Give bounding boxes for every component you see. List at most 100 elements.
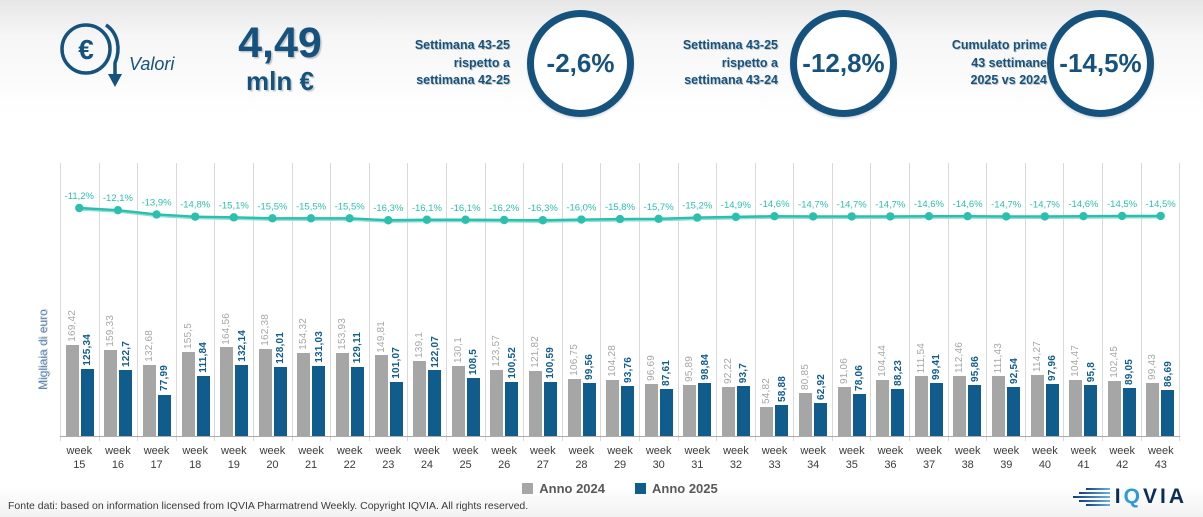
bar-value-2025: 108,5 bbox=[468, 348, 480, 375]
bar-value-2025: 97,96 bbox=[1047, 354, 1059, 381]
kpi-value: -14,5% bbox=[1059, 48, 1142, 78]
line-point bbox=[615, 214, 625, 224]
bar-value-2025: 131,03 bbox=[313, 330, 325, 363]
bar-2025 bbox=[1161, 389, 1175, 437]
bar-2024 bbox=[258, 348, 272, 437]
bar-value-2025: 128,01 bbox=[275, 332, 287, 365]
chart-column: 92,22 93,7 bbox=[717, 163, 756, 441]
x-axis-label: week 18 bbox=[182, 445, 209, 471]
bar-value-2025: 122,7 bbox=[120, 341, 132, 368]
bar-value-2024: 96,69 bbox=[645, 355, 657, 382]
kpi-label-line: rispetto a bbox=[721, 55, 778, 70]
bar-2024 bbox=[142, 364, 156, 437]
line-point bbox=[1002, 212, 1011, 221]
chart-column: 164,56 132,14 bbox=[215, 163, 254, 441]
bar-value-2025: 58,88 bbox=[776, 375, 788, 402]
bar-value-2024: 54,82 bbox=[761, 378, 773, 405]
line-point bbox=[808, 212, 818, 221]
bar-2025 bbox=[929, 382, 943, 437]
bar-2024 bbox=[297, 352, 311, 437]
x-axis-label: week 37 bbox=[916, 445, 942, 471]
line-value-label: -15,1% bbox=[219, 200, 250, 211]
bar-value-2025: 89,05 bbox=[1124, 359, 1136, 386]
bar-value-2025: 129,11 bbox=[352, 332, 364, 364]
total-value: 4,49 bbox=[238, 19, 322, 67]
chart-column: 54,82 58,88 bbox=[756, 163, 795, 441]
x-axis-label: week 15 bbox=[66, 445, 93, 471]
chart-column: 155,5 111,84 bbox=[177, 163, 216, 441]
kpi-value: -12,8% bbox=[802, 48, 885, 78]
x-axis-label: week 25 bbox=[452, 445, 479, 471]
bar-2024 bbox=[490, 369, 504, 437]
bar-2025 bbox=[659, 389, 673, 437]
line-value-label: -14,7% bbox=[837, 199, 868, 210]
legend-swatch-2024 bbox=[522, 483, 534, 494]
x-axis-label: week 33 bbox=[761, 445, 788, 471]
bar-2025 bbox=[775, 404, 789, 437]
x-axis-label: week 20 bbox=[259, 445, 286, 471]
bar-2024 bbox=[1069, 380, 1083, 437]
line-value-label: -15,5% bbox=[296, 201, 327, 212]
chart-column: 149,81 101,07 bbox=[370, 163, 409, 441]
line-value-label: -15,2% bbox=[682, 201, 713, 212]
line-point bbox=[229, 213, 238, 222]
x-axis-label: week 38 bbox=[954, 445, 981, 471]
line-value-label: -15,7% bbox=[644, 202, 675, 213]
line-point bbox=[422, 215, 432, 224]
plot-columns: 169,42 125,34 159,33 122,7 132,68 77,99 155,5 1… bbox=[60, 163, 1181, 441]
chart-legend: Anno 2024 Anno 2025 bbox=[60, 481, 1180, 496]
bar-value-2024: 123,57 bbox=[491, 334, 503, 367]
bar-value-2024: 112,46 bbox=[954, 341, 966, 373]
chart-column: 102,45 89,05 bbox=[1103, 163, 1142, 441]
line-point bbox=[847, 212, 856, 221]
chart-column: 80,85 62,92 bbox=[794, 163, 833, 441]
line-point bbox=[461, 215, 470, 224]
line-point bbox=[577, 215, 586, 224]
total-unit: mln € bbox=[246, 66, 314, 96]
line-point bbox=[268, 214, 277, 223]
x-axis-label: week 43 bbox=[1147, 445, 1174, 471]
line-value-label: -14,9% bbox=[721, 200, 752, 211]
bar-2025 bbox=[852, 394, 866, 437]
line-point bbox=[1040, 212, 1050, 221]
kpi-label-line: 43 settimane bbox=[971, 55, 1047, 70]
x-axis-label: week 23 bbox=[375, 445, 402, 471]
bar-2025 bbox=[428, 370, 442, 437]
bar-value-2024: 155,5 bbox=[182, 323, 194, 350]
bar-2025 bbox=[196, 376, 210, 437]
bar-value-2025: 77,99 bbox=[159, 365, 171, 392]
bar-2024 bbox=[1030, 374, 1044, 437]
bar-2024 bbox=[644, 384, 658, 437]
bar-value-2024: 164,56 bbox=[221, 312, 233, 345]
bar-2025 bbox=[1007, 386, 1021, 437]
x-axis-label: week 35 bbox=[838, 445, 865, 471]
legend-label-2024: Anno 2024 bbox=[539, 481, 605, 496]
bar-value-2024: 92,22 bbox=[722, 357, 734, 384]
bar-2025 bbox=[1084, 384, 1098, 437]
bar-2025 bbox=[698, 383, 712, 437]
bar-2024 bbox=[567, 378, 581, 437]
line-value-label: -14,5% bbox=[1107, 199, 1138, 210]
line-value-label: -14,7% bbox=[875, 199, 906, 210]
chart-column: 96,69 87,61 bbox=[640, 163, 679, 441]
bar-value-2025: 87,61 bbox=[661, 360, 673, 387]
bar-value-2025: 101,07 bbox=[391, 347, 403, 379]
x-axis-label: week 40 bbox=[1032, 445, 1058, 471]
bar-value-2025: 98,84 bbox=[699, 354, 711, 381]
bar-value-2025: 125,34 bbox=[82, 333, 94, 366]
chart-column: 139,1 122,07 bbox=[408, 163, 447, 441]
chart-column: 121,82 100,59 bbox=[524, 163, 563, 441]
chart-column: 123,57 100,52 bbox=[486, 163, 525, 441]
bar-value-2025: 95,86 bbox=[969, 355, 981, 382]
bar-value-2024: 111,43 bbox=[993, 342, 1005, 374]
x-axis-label: week 29 bbox=[607, 445, 633, 471]
bar-2024 bbox=[181, 352, 195, 437]
bar-value-2025: 132,14 bbox=[236, 330, 248, 362]
bar-2024 bbox=[683, 384, 697, 437]
line-point bbox=[499, 215, 509, 225]
x-axis-label: week 36 bbox=[877, 445, 904, 471]
bar-value-2024: 162,38 bbox=[259, 313, 271, 346]
x-axis-line bbox=[60, 436, 1180, 437]
line-value-label: -14,5% bbox=[1146, 199, 1177, 210]
